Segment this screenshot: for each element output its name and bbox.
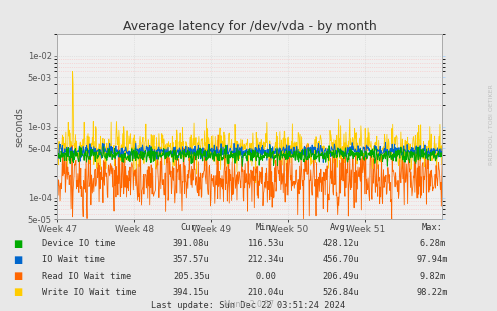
Text: RRDTOOL / TOBI OETIKER: RRDTOOL / TOBI OETIKER: [489, 84, 494, 165]
Text: IO Wait time: IO Wait time: [42, 256, 105, 264]
Text: Munin 2.0.57: Munin 2.0.57: [224, 300, 273, 309]
Text: 206.49u: 206.49u: [322, 272, 359, 281]
Text: 98.22m: 98.22m: [416, 288, 448, 297]
Text: 391.08u: 391.08u: [173, 239, 210, 248]
Text: Read IO Wait time: Read IO Wait time: [42, 272, 132, 281]
Text: 116.53u: 116.53u: [248, 239, 284, 248]
Text: Write IO Wait time: Write IO Wait time: [42, 288, 137, 297]
Text: Min:: Min:: [255, 223, 276, 232]
Text: Device IO time: Device IO time: [42, 239, 116, 248]
Text: Max:: Max:: [422, 223, 443, 232]
Text: ■: ■: [13, 271, 22, 281]
Text: 205.35u: 205.35u: [173, 272, 210, 281]
Text: 526.84u: 526.84u: [322, 288, 359, 297]
Text: ■: ■: [13, 287, 22, 297]
Text: 6.28m: 6.28m: [419, 239, 445, 248]
Y-axis label: seconds: seconds: [15, 107, 25, 147]
Text: 357.57u: 357.57u: [173, 256, 210, 264]
Text: 210.04u: 210.04u: [248, 288, 284, 297]
Title: Average latency for /dev/vda - by month: Average latency for /dev/vda - by month: [123, 20, 377, 33]
Text: 212.34u: 212.34u: [248, 256, 284, 264]
Text: 9.82m: 9.82m: [419, 272, 445, 281]
Text: 97.94m: 97.94m: [416, 256, 448, 264]
Text: 428.12u: 428.12u: [322, 239, 359, 248]
Text: 394.15u: 394.15u: [173, 288, 210, 297]
Text: Avg:: Avg:: [330, 223, 351, 232]
Text: Last update: Sun Dec 22 03:51:24 2024: Last update: Sun Dec 22 03:51:24 2024: [152, 301, 345, 310]
Text: 456.70u: 456.70u: [322, 256, 359, 264]
Text: ■: ■: [13, 239, 22, 249]
Text: ■: ■: [13, 255, 22, 265]
Text: Cur:: Cur:: [181, 223, 202, 232]
Text: 0.00: 0.00: [255, 272, 276, 281]
